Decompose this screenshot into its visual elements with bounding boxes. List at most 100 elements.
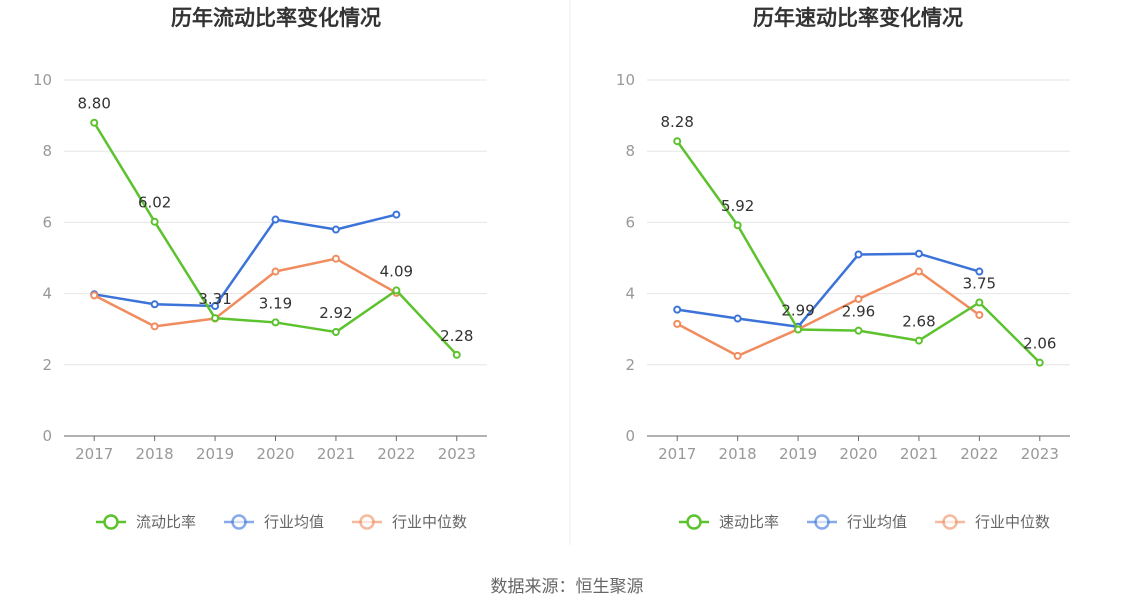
series-line-2 [676,270,981,358]
legend-label: 速动比率 [719,513,779,531]
data-point [211,302,220,311]
data-point [150,322,159,331]
y-tick-label: 10 [616,71,635,89]
data-point [452,350,461,359]
legend-item: 行业中位数 [352,513,467,531]
data-point [854,326,863,335]
data-point [914,267,923,276]
data-point [271,215,280,224]
data-label: 2.92 [319,304,352,322]
data-point [794,325,803,334]
data-point [90,118,99,127]
chart-title: 历年流动比率变化情况 [171,6,381,30]
y-tick-label: 6 [42,213,52,231]
data-point [90,291,99,300]
data-label: 3.75 [963,275,996,293]
legend-label: 行业均值 [264,513,324,531]
data-point [975,310,984,319]
series-line-1 [94,213,397,308]
data-label: 3.19 [259,294,292,312]
x-tick-label: 2020 [256,445,294,463]
y-tick-label: 8 [42,142,52,160]
series-line-1 [677,252,980,328]
data-label: 8.80 [78,95,111,113]
x-tick-label: 2023 [1021,445,1059,463]
data-point [211,314,220,323]
data-point [854,294,863,303]
data-point [271,318,280,327]
x-tick-label: 2019 [779,445,817,463]
data-point [733,221,742,230]
x-tick-label: 2021 [900,445,938,463]
x-tick-label: 2023 [438,445,476,463]
y-tick-label: 4 [625,285,635,303]
data-label: 3.31 [198,290,231,308]
data-point [975,267,984,276]
chart-title: 历年速动比率变化情况 [753,6,963,30]
x-tick-label: 2022 [377,445,415,463]
legend-marker [942,514,958,530]
legend-item: 行业均值 [224,513,324,531]
data-label: 6.02 [138,194,171,212]
y-tick-label: 8 [625,142,635,160]
y-tick-label: 4 [42,285,52,303]
data-point [914,249,923,258]
legend-marker [686,514,702,530]
data-point [331,328,340,337]
data-point [975,298,984,307]
x-tick-label: 2022 [960,445,998,463]
legend-marker [103,514,119,530]
y-tick-label: 10 [33,71,52,89]
data-point [733,351,742,360]
current-ratio-chart: 历年流动比率变化情况 0 2 4 6 8 10 2017 2018 2019 2020 2021 202… [33,6,487,531]
series-line-2 [93,257,397,328]
data-label: 5.92 [721,197,754,215]
legend-item: 行业中位数 [935,513,1050,531]
data-point [673,319,682,328]
data-point [271,267,280,276]
x-tick-label: 2017 [75,445,113,463]
data-point [392,210,401,219]
y-tick-label: 0 [42,427,52,445]
legend-label: 行业中位数 [392,513,467,531]
legend-label: 行业均值 [847,513,907,531]
y-tick-label: 2 [42,356,52,374]
legend-item: 速动比率 [679,513,779,531]
quick-ratio-chart: 历年速动比率变化情况 0 2 4 6 8 10 2017 2018 2019 2020 2021 202… [616,6,1070,531]
data-label: 8.28 [661,113,694,131]
data-point [150,300,159,309]
legend-label: 流动比率 [136,513,196,531]
legend-label: 行业中位数 [975,513,1050,531]
x-tick-label: 2021 [317,445,355,463]
data-point [733,314,742,323]
data-point [673,137,682,146]
data-point [331,254,340,263]
data-label: 2.06 [1023,335,1056,353]
legend-item: 流动比率 [96,513,196,531]
data-point [392,286,401,295]
x-tick-label: 2018 [136,445,174,463]
data-label: 2.96 [842,303,875,321]
x-tick-label: 2017 [658,445,696,463]
legend-item: 行业均值 [807,513,907,531]
data-source-note: 数据来源：恒生聚源 [491,577,644,597]
legend-marker [359,514,375,530]
legend-marker [231,514,247,530]
data-point [150,217,159,226]
data-label: 2.68 [902,313,935,331]
x-tick-label: 2019 [196,445,234,463]
x-tick-label: 2018 [719,445,757,463]
legend-marker [814,514,830,530]
y-tick-label: 2 [625,356,635,374]
data-point [673,305,682,314]
y-tick-label: 6 [625,213,635,231]
data-label: 2.28 [440,327,473,345]
x-tick-label: 2020 [839,445,877,463]
data-label: 4.09 [380,262,413,280]
data-point [1035,358,1044,367]
data-point [914,336,923,345]
data-point [331,225,340,234]
data-label: 2.99 [781,302,814,320]
y-tick-label: 0 [625,427,635,445]
